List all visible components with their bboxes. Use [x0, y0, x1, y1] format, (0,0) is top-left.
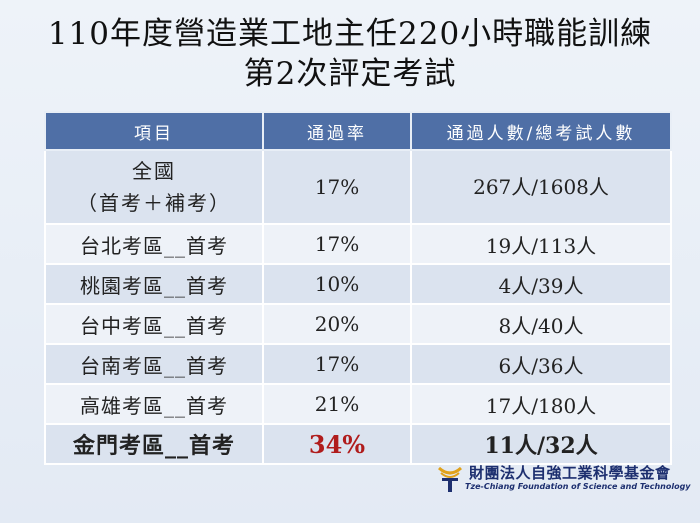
footer-org: 財團法人自強工業科學基金會 Tze-Chiang Foundation of S… [437, 462, 691, 502]
row-rate: 17% [262, 223, 412, 265]
row-item: 金門考區__首考 [44, 423, 264, 465]
header-pass-count: 通過人數/總考試人數 [410, 111, 672, 151]
table-header-row: 項目 通過率 通過人數/總考試人數 [44, 111, 672, 151]
row-item: 高雄考區__首考 [44, 383, 264, 425]
title-line-2: 第2次評定考試 [243, 56, 457, 92]
row-count: 8人/40人 [410, 303, 672, 345]
row-rate: 20% [262, 303, 412, 345]
title-line-1: 110年度營造業工地主任220小時職能訓練 [47, 16, 653, 52]
row-count: 19人/113人 [410, 223, 672, 265]
table-row-highlight: 金門考區__首考 34% 11人/32人 [44, 423, 672, 465]
row-rate: 17% [262, 343, 412, 385]
row-item: 桃園考區__首考 [44, 263, 264, 305]
page-title: 110年度營造業工地主任220小時職能訓練 第2次評定考試 [0, 14, 700, 94]
table-row: 台中考區__首考 20% 8人/40人 [44, 303, 672, 345]
org-name-zh: 財團法人自強工業科學基金會 [469, 464, 671, 482]
row-rate: 10% [262, 263, 412, 305]
row-count: 6人/36人 [410, 343, 672, 385]
row-item: 台南考區__首考 [44, 343, 264, 385]
table-row: 全國 （首考＋補考） 17% 267人/1608人 [44, 149, 672, 225]
row-rate: 17% [262, 149, 412, 225]
results-table: 項目 通過率 通過人數/總考試人數 全國 （首考＋補考） 17% 267人/16… [44, 111, 672, 465]
header-pass-rate: 通過率 [262, 111, 412, 151]
table-row: 高雄考區__首考 21% 17人/180人 [44, 383, 672, 425]
row-count: 11人/32人 [410, 423, 672, 465]
row-item: 全國 （首考＋補考） [44, 149, 264, 225]
table-row: 台南考區__首考 17% 6人/36人 [44, 343, 672, 385]
row-rate: 21% [262, 383, 412, 425]
table-row: 台北考區__首考 17% 19人/113人 [44, 223, 672, 265]
row-item-sub: （首考＋補考） [77, 191, 231, 215]
row-item-main: 全國 [132, 159, 176, 183]
row-item: 台北考區__首考 [44, 223, 264, 265]
foundation-logo-icon [437, 466, 463, 492]
org-name-en: Tze-Chiang Foundation of Science and Tec… [465, 482, 691, 491]
row-rate-highlight: 34% [262, 423, 412, 465]
row-count: 4人/39人 [410, 263, 672, 305]
row-count: 267人/1608人 [410, 149, 672, 225]
row-item: 台中考區__首考 [44, 303, 264, 345]
row-count: 17人/180人 [410, 383, 672, 425]
header-item: 項目 [44, 111, 264, 151]
table-row: 桃園考區__首考 10% 4人/39人 [44, 263, 672, 305]
